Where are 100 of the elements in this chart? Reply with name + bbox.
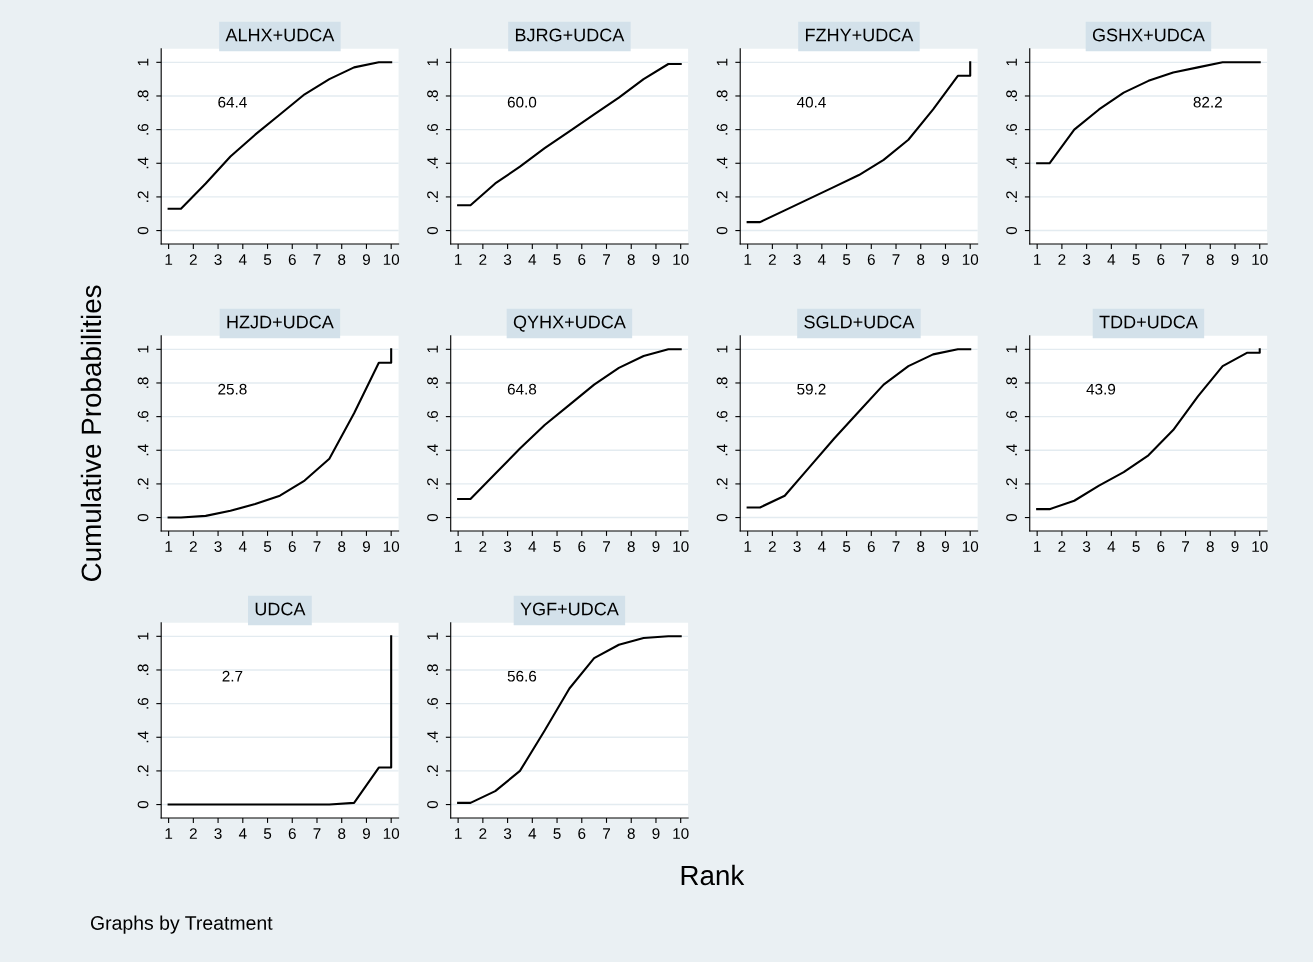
y-tick-label: .8 bbox=[716, 90, 728, 101]
x-tick-label: 10 bbox=[673, 828, 689, 839]
y-tick-label: 0 bbox=[1006, 226, 1017, 235]
x-tick-label: 4 bbox=[528, 828, 537, 839]
x-axis-title: Rank bbox=[681, 864, 745, 886]
x-tick-label: 5 bbox=[553, 828, 561, 839]
x-tick-label: 10 bbox=[673, 541, 689, 552]
x-tick-label: 7 bbox=[313, 254, 321, 265]
x-tick-label: 8 bbox=[338, 254, 346, 265]
y-tick-label: .2 bbox=[137, 765, 149, 776]
x-tick-label: 3 bbox=[214, 828, 222, 839]
x-tick-label: 2 bbox=[768, 254, 776, 265]
x-tick-label: 10 bbox=[383, 828, 400, 839]
x-tick-label: 10 bbox=[962, 254, 979, 265]
y-tick-label: .2 bbox=[716, 191, 728, 202]
line-series bbox=[167, 635, 393, 806]
x-tick-label: 1 bbox=[744, 541, 752, 552]
x-tick-label: 10 bbox=[383, 541, 400, 552]
x-tick-label: 4 bbox=[1107, 254, 1116, 265]
x-tick-label: 2 bbox=[1058, 254, 1066, 265]
x-tick-label: 3 bbox=[1082, 541, 1091, 552]
y-tick-label: .4 bbox=[1006, 157, 1017, 169]
y-tick-label: 1 bbox=[137, 58, 149, 66]
x-tick-label: 6 bbox=[1157, 254, 1165, 265]
x-tick-label: 5 bbox=[263, 828, 272, 839]
x-tick-label: 8 bbox=[1206, 254, 1214, 265]
x-tick-label: 8 bbox=[627, 828, 635, 839]
line-series bbox=[1036, 348, 1261, 511]
x-tick-label: 7 bbox=[1182, 541, 1190, 552]
y-tick-label: .2 bbox=[716, 478, 728, 489]
y-tick-label: 1 bbox=[716, 345, 728, 353]
y-tick-label: 0 bbox=[1006, 513, 1017, 522]
y-tick-label: .2 bbox=[137, 478, 149, 489]
x-tick-label: 1 bbox=[455, 254, 462, 265]
y-tick-label: 1 bbox=[1006, 58, 1017, 66]
y-tick-label: 0 bbox=[427, 513, 438, 522]
y-tick-label: .8 bbox=[427, 377, 438, 388]
y-tick-label: .4 bbox=[137, 731, 149, 743]
y-tick-label: .2 bbox=[137, 191, 149, 202]
annotation: 40.4 bbox=[796, 96, 826, 108]
x-tick-label: 5 bbox=[842, 254, 851, 265]
x-tick-label: 9 bbox=[652, 541, 660, 552]
y-tick-label: .6 bbox=[1006, 410, 1017, 422]
y-tick-label: .8 bbox=[716, 377, 728, 388]
x-tick-label: 8 bbox=[627, 541, 635, 552]
x-tick-label: 8 bbox=[338, 828, 346, 839]
x-tick-label: 8 bbox=[1206, 541, 1214, 552]
x-tick-label: 9 bbox=[941, 541, 950, 552]
x-tick-label: 3 bbox=[503, 541, 512, 552]
x-tick-label: 6 bbox=[578, 254, 586, 265]
annotation: 60.0 bbox=[507, 96, 537, 108]
x-tick-label: 2 bbox=[768, 541, 776, 552]
y-tick-label: .8 bbox=[137, 377, 149, 388]
x-tick-label: 7 bbox=[1182, 254, 1190, 265]
y-tick-label: .2 bbox=[427, 765, 438, 776]
y-tick-label: 0 bbox=[137, 513, 149, 522]
line-series bbox=[167, 348, 393, 519]
y-tick-label: 1 bbox=[137, 632, 149, 640]
y-tick-label: .2 bbox=[427, 191, 438, 202]
y-tick-label: .6 bbox=[716, 410, 728, 422]
x-tick-label: 3 bbox=[1082, 254, 1091, 265]
y-tick-label: 0 bbox=[137, 800, 149, 809]
x-tick-label: 10 bbox=[383, 254, 400, 265]
x-tick-label: 6 bbox=[867, 541, 875, 552]
chart-title: BJRG+UDCA bbox=[515, 28, 625, 42]
x-tick-label: 4 bbox=[817, 254, 826, 265]
x-tick-label: 3 bbox=[214, 541, 222, 552]
x-tick-label: 4 bbox=[238, 828, 247, 839]
y-tick-label: .8 bbox=[427, 90, 438, 101]
x-tick-label: 1 bbox=[744, 254, 752, 265]
chart-title: TDD+UDCA bbox=[1099, 315, 1198, 329]
x-tick-label: 7 bbox=[603, 828, 610, 839]
x-tick-label: 3 bbox=[793, 541, 801, 552]
y-tick-label: 0 bbox=[427, 226, 438, 235]
x-tick-label: 2 bbox=[479, 541, 487, 552]
x-tick-label: 9 bbox=[362, 828, 370, 839]
x-tick-label: 9 bbox=[941, 254, 950, 265]
y-tick-label: 0 bbox=[716, 513, 728, 522]
y-tick-label: .6 bbox=[716, 123, 728, 135]
x-tick-label: 4 bbox=[528, 541, 537, 552]
y-tick-label: 1 bbox=[427, 58, 438, 66]
line-series bbox=[1036, 61, 1261, 165]
chart-title: YGF+UDCA bbox=[520, 602, 619, 616]
annotation: 82.2 bbox=[1193, 96, 1222, 108]
y-tick-label: .6 bbox=[137, 123, 149, 135]
x-tick-label: 5 bbox=[553, 541, 561, 552]
y-tick-label: .4 bbox=[137, 444, 149, 456]
x-tick-label: 8 bbox=[627, 254, 635, 265]
y-tick-label: .4 bbox=[427, 157, 438, 169]
x-tick-label: 9 bbox=[362, 254, 370, 265]
y-tick-label: .6 bbox=[1006, 123, 1017, 135]
x-tick-label: 7 bbox=[313, 828, 321, 839]
y-tick-label: .6 bbox=[427, 123, 438, 135]
x-tick-label: 6 bbox=[288, 828, 296, 839]
x-tick-label: 6 bbox=[867, 254, 875, 265]
y-tick-label: .8 bbox=[137, 664, 149, 675]
y-tick-label: .6 bbox=[137, 697, 149, 709]
x-tick-label: 1 bbox=[165, 828, 173, 839]
annotation: 59.2 bbox=[797, 383, 826, 395]
annotation: 43.9 bbox=[1086, 383, 1116, 395]
